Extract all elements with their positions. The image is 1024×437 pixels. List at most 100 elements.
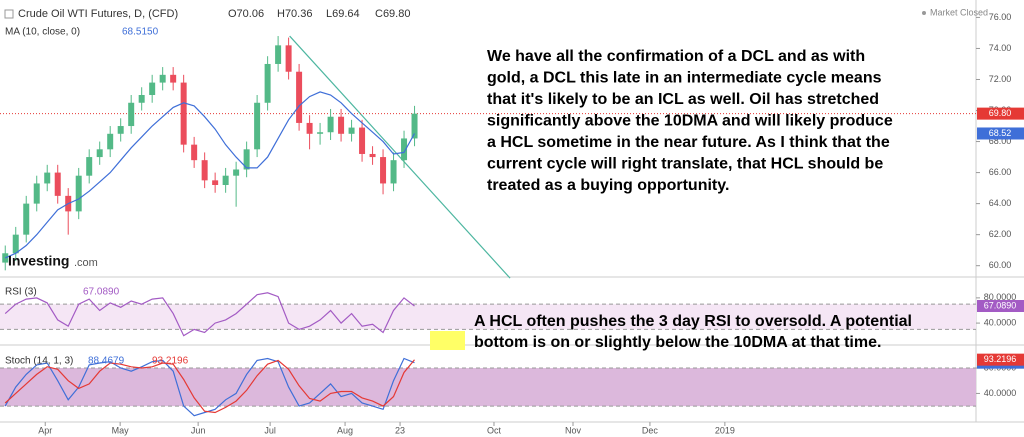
annotation-line: bottom is on or slightly below the 10DMA… [474,334,881,351]
candle-body [75,175,82,212]
candle-body [243,149,250,170]
candle-body [180,82,187,145]
candle-body [306,122,313,134]
ma-value: 68.5150 [122,27,159,38]
ma-marker-label: 68.52 [989,128,1012,138]
candle-body [96,149,103,158]
y-tick-label: 80.0000 [984,292,1017,302]
chart-title: Crude Oil WTI Futures, D, (CFD) [18,8,178,20]
x-tick-label: 2019 [715,425,735,435]
candle-body [170,74,177,83]
y-tick-label: 40.0000 [984,388,1017,398]
x-tick-label: Nov [565,425,582,435]
annotation-line: significantly above the 10DMA and will l… [487,113,893,130]
stoch-marker-label: 93.2196 [984,354,1017,364]
candle-body [264,63,271,103]
candle-body [201,160,208,181]
ohlc-open: O70.06 [228,8,264,20]
stoch-d-value: 93.2196 [152,356,189,367]
candle-body [128,102,135,127]
candle-body [191,144,198,161]
candle-body [212,180,219,185]
candle-body [401,138,408,161]
candle-body [317,132,324,134]
ohlc-low: L69.64 [326,8,360,20]
ma-marker-box [977,127,1024,140]
y-tick-label: 68.00 [989,136,1012,146]
x-tick-label: Jun [191,425,206,435]
candle-body [411,113,418,139]
candle-body [348,127,355,134]
x-tick-label: Dec [642,425,659,435]
price-marker-label: 69.80 [989,108,1012,118]
stoch-line [4,357,415,417]
collapse-icon[interactable] [4,9,14,19]
candle-body [23,203,30,235]
stoch-k-value: 88.4679 [88,356,125,367]
x-tick-label: May [112,425,130,435]
x-tick-label: Jul [264,425,276,435]
ma-legend: MA (10, close, 0) [5,27,80,38]
annotation-line: gold, a DCL this late in an intermediate… [487,70,882,87]
candle-body [54,172,61,196]
annotation-line: current cycle will right translate, that… [487,156,883,173]
price-marker-box [977,107,1024,120]
annotation-line: We have all the confirmation of a DCL an… [487,48,865,65]
annotation-line: a HCL sometime in the near future. As I … [487,134,890,151]
y-tick-label: 40.0000 [984,317,1017,327]
y-tick-label: 66.00 [989,167,1012,177]
candle-body [338,116,345,134]
ohlc-close: C69.80 [375,8,410,20]
candle-body [285,45,292,72]
y-tick-label: 60.00 [989,260,1012,270]
annotation-line: treated as a buying opportunity. [487,177,729,194]
candle-body [327,116,334,133]
x-tick-label: Oct [487,425,502,435]
candle-body [359,127,366,154]
candle-body [254,102,261,150]
annotation-line: A HCL often pushes the 3 day RSI to over… [474,313,912,330]
rsi-band [0,304,976,330]
candle-body [149,82,156,95]
stoch-band [0,368,976,407]
ma-line [4,91,416,259]
candle-body [296,71,303,123]
candle-body [138,95,145,103]
candle-body [86,157,93,176]
candle-body [107,133,114,150]
rsi-legend: RSI (3) [5,287,37,298]
stoch-marker-box [977,353,1024,366]
logo: Investing [8,253,69,269]
candle-body [33,183,40,204]
logo-suffix: .com [74,257,98,269]
rsi-marker-label: 67.0890 [984,300,1017,310]
stoch-legend: Stoch (14, 1, 3) [5,356,73,367]
candle-body [222,175,229,185]
stoch-line [4,359,415,414]
candle-body [159,74,166,83]
candle-body [380,157,387,184]
candle-body [390,160,397,184]
candle-body [44,172,51,184]
candle-body [369,153,376,158]
annotation-line: that it's likely to be an ICL as well. O… [487,91,879,108]
candle-body [233,169,240,176]
candle-body [117,126,124,134]
x-tick-label: Apr [38,425,52,435]
candle-body [12,234,19,254]
y-tick-label: 64.00 [989,198,1012,208]
highlight-box [430,331,465,350]
x-tick-label: 23 [395,425,405,435]
market-status: Market Closed [930,7,988,17]
y-tick-label: 62.00 [989,229,1012,239]
rsi-marker-box [977,300,1024,313]
trend-line [289,35,511,279]
y-tick-label: 72.00 [989,74,1012,84]
rsi-line [4,292,415,337]
candle-body [275,45,282,64]
ohlc-high: H70.36 [277,8,312,20]
y-tick-label: 76.00 [989,12,1012,22]
rsi-value: 67.0890 [83,287,120,298]
y-tick-label: 74.00 [989,43,1012,53]
